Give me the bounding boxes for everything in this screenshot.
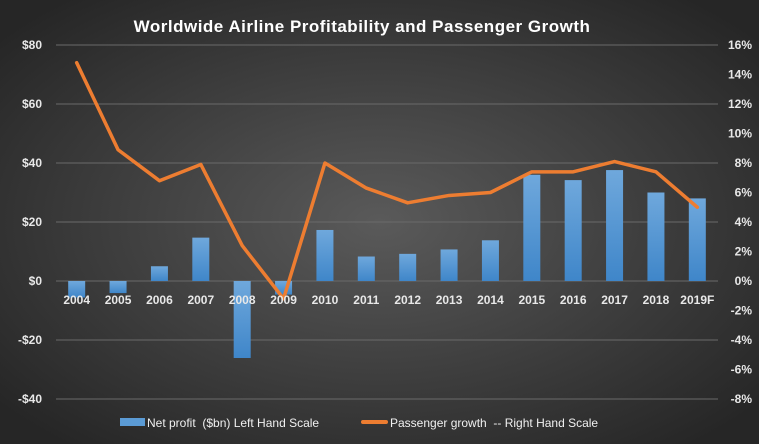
x-axis-label: 2013 (436, 293, 463, 307)
left-axis-tick: $0 (29, 274, 43, 288)
left-axis-tick: $40 (22, 156, 42, 170)
x-axis-label: 2008 (229, 293, 256, 307)
bar-net-profit-2012 (399, 253, 417, 281)
left-axis-tick: -$40 (18, 392, 42, 406)
right-axis-tick: 10% (728, 127, 752, 141)
legend-swatch-net-profit (120, 418, 145, 426)
bar-net-profit-2006 (150, 266, 168, 281)
bar-net-profit-2014 (481, 240, 499, 281)
bar-net-profit-2015 (523, 174, 541, 281)
left-axis-tick: $20 (22, 215, 42, 229)
right-axis-tick: 4% (735, 215, 753, 229)
x-axis-label: 2019F (680, 293, 714, 307)
left-axis-tick: $80 (22, 38, 42, 52)
bar-net-profit-2019F (688, 198, 706, 281)
right-axis-tick: 8% (735, 156, 753, 170)
bar-net-profit-2018 (647, 192, 665, 281)
bar-net-profit-2016 (564, 180, 582, 281)
right-axis-tick: 14% (728, 68, 752, 82)
chart-title: Worldwide Airline Profitability and Pass… (134, 17, 591, 36)
right-axis-tick: -4% (731, 333, 753, 347)
right-axis-tick: 0% (735, 274, 753, 288)
legend-label-passenger-growth: Passenger growth -- Right Hand Scale (390, 416, 598, 430)
x-axis-label: 2005 (105, 293, 132, 307)
bar-net-profit-2005 (109, 281, 127, 294)
left-axis-tick: -$20 (18, 333, 42, 347)
x-axis-label: 2011 (353, 293, 379, 307)
line-passenger-growth (74, 60, 700, 301)
x-axis-label: 2018 (643, 293, 670, 307)
x-axis-label: 2009 (270, 293, 297, 307)
x-axis-label: 2006 (146, 293, 173, 307)
bar-net-profit-2004 (68, 281, 86, 298)
x-axis-label: 2012 (394, 293, 421, 307)
x-axis-label: 2004 (63, 293, 90, 307)
bar-net-profit-2010 (316, 229, 334, 281)
right-axis-tick: -8% (731, 392, 753, 406)
legend-swatch-passenger-growth (361, 420, 388, 424)
right-axis-tick: -6% (731, 363, 753, 377)
right-axis-tick: -2% (731, 304, 753, 318)
x-axis-label: 2007 (187, 293, 214, 307)
legend: Net profit ($bn) Left Hand Scale Passeng… (120, 416, 598, 430)
x-axis-label: 2015 (518, 293, 545, 307)
bar-net-profit-2017 (606, 170, 624, 281)
x-axis-label: 2016 (560, 293, 587, 307)
left-axis-tick: $60 (22, 97, 42, 111)
right-axis-tick: 2% (735, 245, 753, 259)
bar-net-profit-2007 (192, 237, 210, 281)
x-axis-label: 2010 (312, 293, 339, 307)
bar-net-profit-2011 (357, 256, 375, 281)
legend-label-net-profit: Net profit ($bn) Left Hand Scale (147, 416, 319, 430)
x-axis-label: 2014 (477, 293, 504, 307)
right-axis-tick: 16% (728, 38, 752, 52)
bar-net-profit-2013 (440, 249, 458, 281)
x-axis-label: 2017 (601, 293, 628, 307)
right-axis-tick: 6% (735, 186, 753, 200)
bar-net-profit-2008 (233, 281, 251, 358)
right-axis-tick: 12% (728, 97, 752, 111)
